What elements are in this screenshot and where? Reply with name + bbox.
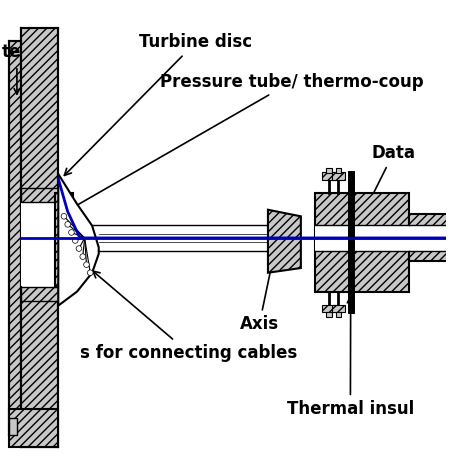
Bar — [21, 287, 58, 301]
Text: Axis: Axis — [240, 243, 279, 333]
Bar — [9, 409, 58, 447]
Bar — [326, 168, 332, 173]
Bar — [315, 193, 409, 292]
Bar — [336, 312, 341, 317]
Bar — [21, 28, 58, 447]
Text: s for connecting cables: s for connecting cables — [80, 271, 297, 362]
Bar — [9, 419, 17, 436]
Bar — [21, 193, 58, 287]
Bar — [332, 172, 345, 180]
Circle shape — [87, 270, 93, 275]
Circle shape — [76, 246, 82, 251]
Bar — [326, 312, 332, 317]
Bar — [315, 225, 409, 251]
Circle shape — [73, 237, 78, 243]
Bar — [21, 188, 58, 202]
Circle shape — [69, 229, 74, 235]
Circle shape — [460, 221, 471, 232]
Text: Pressure tube/ thermo-coup: Pressure tube/ thermo-coup — [70, 73, 423, 210]
Circle shape — [80, 254, 85, 259]
Text: te: te — [2, 43, 21, 61]
Bar — [322, 305, 336, 312]
Polygon shape — [268, 210, 301, 273]
Bar — [9, 40, 21, 436]
Polygon shape — [58, 174, 99, 306]
Bar — [409, 225, 461, 251]
Bar — [55, 193, 73, 287]
Text: Turbine disc: Turbine disc — [64, 33, 252, 175]
Circle shape — [460, 244, 471, 255]
Circle shape — [65, 221, 71, 227]
Text: Thermal insul: Thermal insul — [287, 296, 414, 418]
Bar — [322, 172, 336, 180]
Circle shape — [84, 262, 89, 267]
Bar — [336, 168, 341, 173]
Bar — [409, 214, 461, 262]
Text: Data: Data — [364, 144, 415, 212]
Bar — [332, 305, 345, 312]
Circle shape — [61, 213, 67, 219]
